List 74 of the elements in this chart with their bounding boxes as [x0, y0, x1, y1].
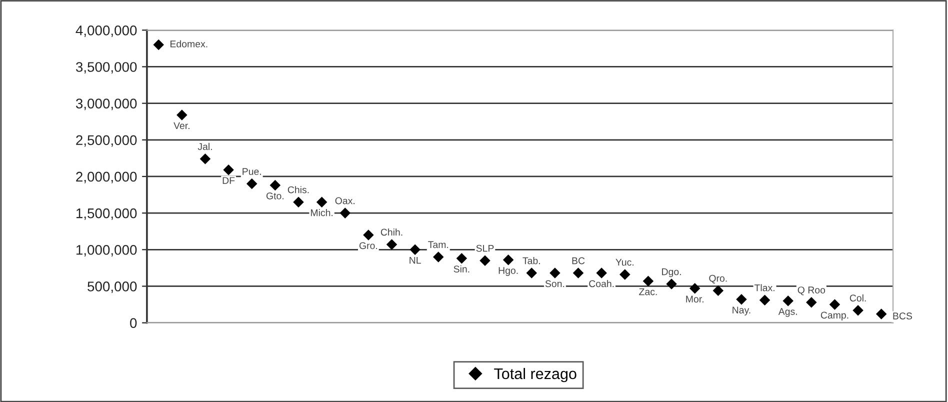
data-label: Qro. — [709, 274, 727, 284]
data-label: Nay. — [732, 306, 750, 316]
data-label: Coah. — [589, 280, 614, 288]
point — [806, 296, 817, 308]
data-label: Tlax. — [754, 284, 774, 292]
data-label: SLP — [476, 244, 494, 252]
point — [829, 299, 840, 310]
point — [759, 294, 770, 306]
point — [340, 208, 350, 218]
point — [153, 39, 164, 50]
point — [223, 164, 234, 176]
data-label: BC — [572, 257, 585, 264]
data-label: Tab. — [522, 257, 540, 264]
point — [852, 304, 864, 316]
data-label: Oax. — [335, 197, 354, 204]
point — [736, 294, 747, 305]
point — [620, 269, 630, 280]
point — [502, 254, 514, 266]
point — [246, 178, 258, 190]
y-tick-label: 0 — [130, 318, 137, 328]
data-label: Chih. — [380, 228, 402, 236]
y-tick-label: 1,500,000 — [76, 208, 137, 220]
data-label: Dgo. — [662, 268, 681, 278]
y-tick-label: 4,000,000 — [76, 25, 137, 37]
data-label: NL — [410, 256, 421, 264]
data-label: Yuc. — [616, 258, 634, 266]
y-tick-label: 500,000 — [88, 282, 137, 294]
point — [642, 276, 654, 286]
data-label: DF — [222, 177, 235, 184]
data-label: BCS — [893, 312, 912, 320]
point — [176, 110, 188, 120]
point — [666, 278, 677, 290]
point — [596, 268, 607, 278]
data-label: Sin. — [454, 265, 470, 273]
point — [270, 180, 281, 191]
data-label: Camp. — [820, 312, 848, 321]
data-label: Edomex. — [170, 40, 208, 48]
data-label: Mich. — [310, 209, 333, 216]
point — [200, 154, 211, 164]
point — [876, 308, 887, 320]
point — [782, 295, 794, 306]
point — [712, 285, 724, 296]
point — [432, 252, 444, 262]
point — [456, 253, 468, 264]
point — [526, 268, 538, 278]
data-label: Pue. — [242, 168, 261, 175]
point — [480, 255, 490, 266]
data-label: Gro. — [359, 242, 377, 250]
point — [572, 268, 584, 278]
data-label: Tam. — [428, 241, 448, 248]
y-tick-label: 1,000,000 — [76, 244, 137, 256]
data-label: Ver. — [174, 122, 190, 130]
data-label: Mor. — [686, 296, 704, 303]
data-label: Jal. — [198, 142, 212, 150]
y-tick-label: 2,500,000 — [76, 135, 137, 147]
data-label: Q Roo — [798, 286, 826, 296]
point — [550, 268, 560, 278]
legend-label: Total rezago — [494, 368, 576, 382]
point — [689, 283, 700, 294]
point — [410, 244, 420, 256]
point — [293, 196, 304, 208]
data-label: Col. — [850, 294, 866, 302]
data-label: Son. — [545, 280, 564, 288]
data-label: Chis. — [288, 186, 309, 194]
point — [363, 230, 374, 240]
data-label: Ags. — [778, 308, 797, 317]
y-tick-label: 2,000,000 — [76, 172, 137, 184]
y-tick-label: 3,000,000 — [76, 98, 137, 110]
data-label: Gto. — [266, 192, 284, 200]
data-label: Hgo. — [498, 267, 518, 276]
data-label: Zac. — [639, 288, 657, 296]
y-tick-label: 3,500,000 — [76, 62, 137, 74]
point — [316, 196, 328, 208]
point — [386, 239, 398, 250]
